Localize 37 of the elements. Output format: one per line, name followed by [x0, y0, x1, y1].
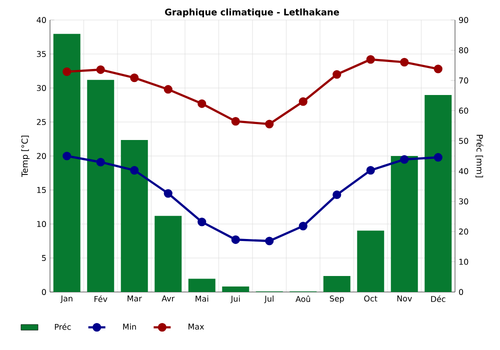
- bar: [390, 156, 418, 292]
- bar: [323, 276, 350, 292]
- point: [366, 55, 375, 64]
- point: [366, 166, 375, 175]
- point: [231, 235, 240, 244]
- point: [400, 58, 409, 66]
- point: [434, 153, 442, 162]
- bar: [120, 140, 148, 292]
- point: [198, 218, 206, 226]
- point: [96, 158, 105, 166]
- point: [130, 74, 139, 82]
- y-axis-title: Temp [°C]: [21, 136, 30, 178]
- point: [96, 65, 105, 74]
- point: [231, 117, 240, 126]
- point: [400, 155, 409, 164]
- bar: [357, 230, 384, 292]
- point: [332, 70, 342, 79]
- point: [434, 64, 442, 74]
- point: [298, 97, 308, 106]
- point: [130, 166, 139, 175]
- bar: [154, 216, 182, 292]
- chart-title: Graphique climatique - Letlhakane: [165, 8, 340, 18]
- bar: [87, 80, 114, 292]
- point: [164, 85, 172, 94]
- point: [164, 189, 172, 198]
- point: [265, 236, 274, 246]
- bar: [53, 34, 80, 292]
- point: [198, 99, 206, 108]
- point: [298, 222, 308, 230]
- bar: [188, 278, 216, 292]
- point: [62, 67, 72, 76]
- bar: [222, 286, 250, 292]
- point: [332, 190, 342, 200]
- point: [62, 152, 72, 160]
- point: [265, 120, 274, 128]
- bar: [424, 94, 452, 292]
- y2-axis-title: Préc [mm]: [476, 134, 484, 178]
